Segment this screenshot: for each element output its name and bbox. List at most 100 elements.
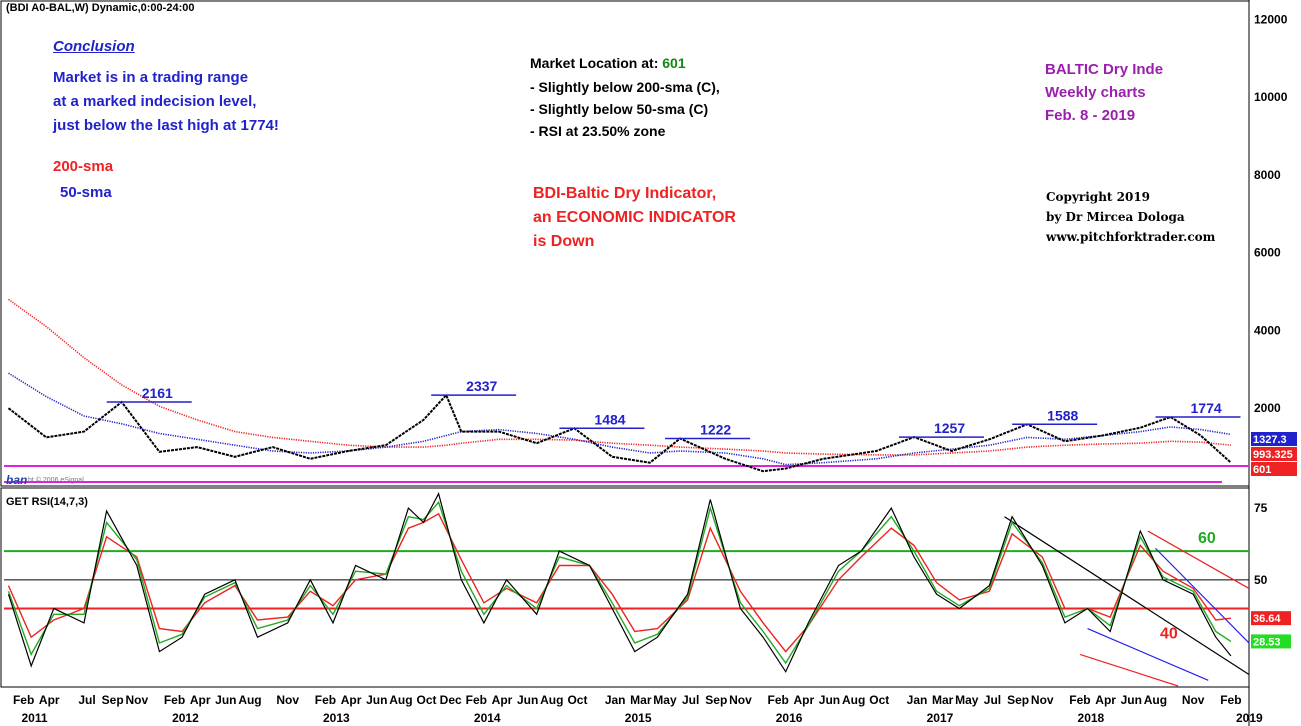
copyright-line-1: Copyright 2019	[1046, 190, 1151, 204]
rsi-y-tick-label: 75	[1254, 501, 1268, 515]
x-tick-month-label: Jul	[78, 693, 95, 707]
x-tick-month-label: Nov	[1182, 693, 1205, 707]
x-tick-year-label: 2011	[22, 711, 48, 725]
channel-line-black	[1004, 516, 1250, 676]
x-tick-month-label: Mar	[630, 693, 652, 707]
rsi-indicator-label: GET RSI(14,7,3)	[6, 496, 88, 508]
peak-marker-label: 2161	[142, 385, 173, 401]
bdi-price-line	[7, 393, 1232, 473]
x-tick-month-label: Oct	[567, 693, 587, 707]
x-tick-month-label: Jun	[819, 693, 840, 707]
x-tick-year-label: 2017	[927, 711, 954, 725]
x-tick-month-label: Oct	[417, 693, 437, 707]
x-tick-month-label: Oct	[869, 693, 889, 707]
x-tick-month-label: Dec	[440, 693, 462, 707]
peak-marker-label: 1484	[594, 411, 625, 427]
price-y-tick-label: 6000	[1254, 246, 1281, 260]
rsi-last-value-label: 36.64	[1253, 613, 1281, 625]
sma200-line	[8, 298, 1231, 456]
baltic-line-2: Weekly charts	[1045, 84, 1146, 101]
channel-line-red-lower	[1079, 653, 1179, 687]
market-location-line-3: - RSI at 23.50% zone	[530, 123, 666, 139]
x-tick-year-label: 2012	[172, 711, 199, 725]
x-tick-month-label: Jun	[366, 693, 387, 707]
x-tick-year-label: 2013	[323, 711, 350, 725]
rsi-main-line	[7, 492, 1232, 673]
x-tick-month-label: Jun	[517, 693, 538, 707]
chart-header-title: (BDI A0-BAL,W) Dynamic,0:00-24:00	[6, 2, 195, 14]
rsi-y-tick-label: 50	[1254, 573, 1268, 587]
peak-marker-label: 1774	[1191, 400, 1222, 416]
price-last-value-tag	[1251, 447, 1297, 461]
conclusion-line-3: just below the last high at 1774!	[53, 117, 279, 134]
price-last-value-label: 1327.3	[1253, 434, 1287, 446]
x-tick-month-label: Jun	[215, 693, 236, 707]
price-y-tick-label: 2000	[1254, 401, 1281, 415]
x-tick-month-label: Sep	[705, 693, 727, 707]
rsi-level-60-label: 60	[1198, 530, 1216, 547]
x-tick-month-label: May	[955, 693, 979, 707]
copyright-line-3: www.pitchforktrader.com	[1046, 230, 1216, 244]
market-location-title: Market Location at: 601	[530, 56, 686, 70]
x-tick-month-label: Nov	[276, 693, 299, 707]
peak-marker-label: 1222	[700, 421, 731, 437]
price-last-value-tag	[1251, 462, 1297, 476]
copyright-line-2: by Dr Mircea Dologa	[1046, 210, 1185, 224]
rsi-last-value-tag	[1251, 611, 1291, 626]
rsi-panel-frame	[0, 487, 1250, 688]
x-tick-month-label: Nov	[125, 693, 148, 707]
x-tick-year-label: 2015	[625, 711, 652, 725]
bdi-note-line-2: an ECONOMIC INDICATOR	[533, 209, 736, 226]
x-tick-month-label: Jul	[984, 693, 1001, 707]
x-tick-month-label: Apr	[39, 693, 60, 707]
x-tick-month-label: Apr	[341, 693, 362, 707]
x-tick-month-label: Mar	[932, 693, 954, 707]
x-tick-month-label: Apr	[1095, 693, 1116, 707]
x-tick-month-label: Nov	[1031, 693, 1054, 707]
x-tick-year-label: 2014	[474, 711, 501, 725]
price-y-tick-label: 8000	[1254, 168, 1281, 182]
market-location-line-1: - Slightly below 200-sma (C),	[530, 79, 720, 95]
peak-marker-label: 1257	[934, 420, 965, 436]
x-tick-month-label: Sep	[1007, 693, 1029, 707]
x-tick-month-label: Feb	[466, 693, 487, 707]
channel-line-blue-upper	[1155, 547, 1250, 644]
rsi-level-40-label: 40	[1160, 626, 1178, 643]
x-tick-month-label: Feb	[13, 693, 34, 707]
x-tick-month-label: Feb	[315, 693, 336, 707]
esignal-watermark: ht © 2006 eSignal	[28, 477, 84, 484]
x-tick-month-label: Jul	[682, 693, 699, 707]
rsi-slow-line	[7, 512, 1231, 653]
channel-line-blue-lower	[1087, 628, 1209, 681]
price-y-tick-label: 12000	[1254, 12, 1288, 26]
x-tick-month-label: Sep	[102, 693, 124, 707]
x-tick-month-label: Aug	[238, 693, 261, 707]
conclusion-line-2: at a marked indecision level,	[53, 93, 257, 110]
price-y-tick-label: 4000	[1254, 323, 1281, 337]
esignal-logo: ban	[6, 473, 28, 487]
price-last-value-label: 993.325	[1253, 449, 1293, 461]
x-tick-month-label: May	[653, 693, 677, 707]
x-tick-month-label: Jun	[1121, 693, 1142, 707]
x-tick-month-label: Aug	[842, 693, 865, 707]
bdi-note-line-1: BDI-Baltic Dry Indicator,	[533, 185, 717, 202]
sma200-legend: 200-sma	[53, 158, 114, 175]
x-tick-month-label: Apr	[793, 693, 814, 707]
x-tick-month-label: Jan	[907, 693, 928, 707]
x-tick-month-label: Feb	[1069, 693, 1090, 707]
rsi-last-value-tag	[1251, 634, 1291, 649]
peak-marker-label: 1588	[1047, 407, 1078, 423]
baltic-line-3: Feb. 8 - 2019	[1045, 107, 1136, 124]
peak-marker-label: 2337	[466, 378, 497, 394]
rsi-last-value-label: 28.53	[1253, 636, 1281, 648]
x-tick-month-label: Aug	[1144, 693, 1167, 707]
sma50-legend: 50-sma	[60, 184, 112, 201]
x-tick-month-label: Apr	[492, 693, 513, 707]
x-tick-month-label: Jan	[605, 693, 626, 707]
conclusion-line-1: Market is in a trading range	[53, 69, 249, 86]
baltic-line-1: BALTIC Dry Inde	[1045, 61, 1164, 78]
bdi-note-line-3: is Down	[533, 233, 595, 250]
market-location-label: Market Location at:	[530, 55, 659, 71]
